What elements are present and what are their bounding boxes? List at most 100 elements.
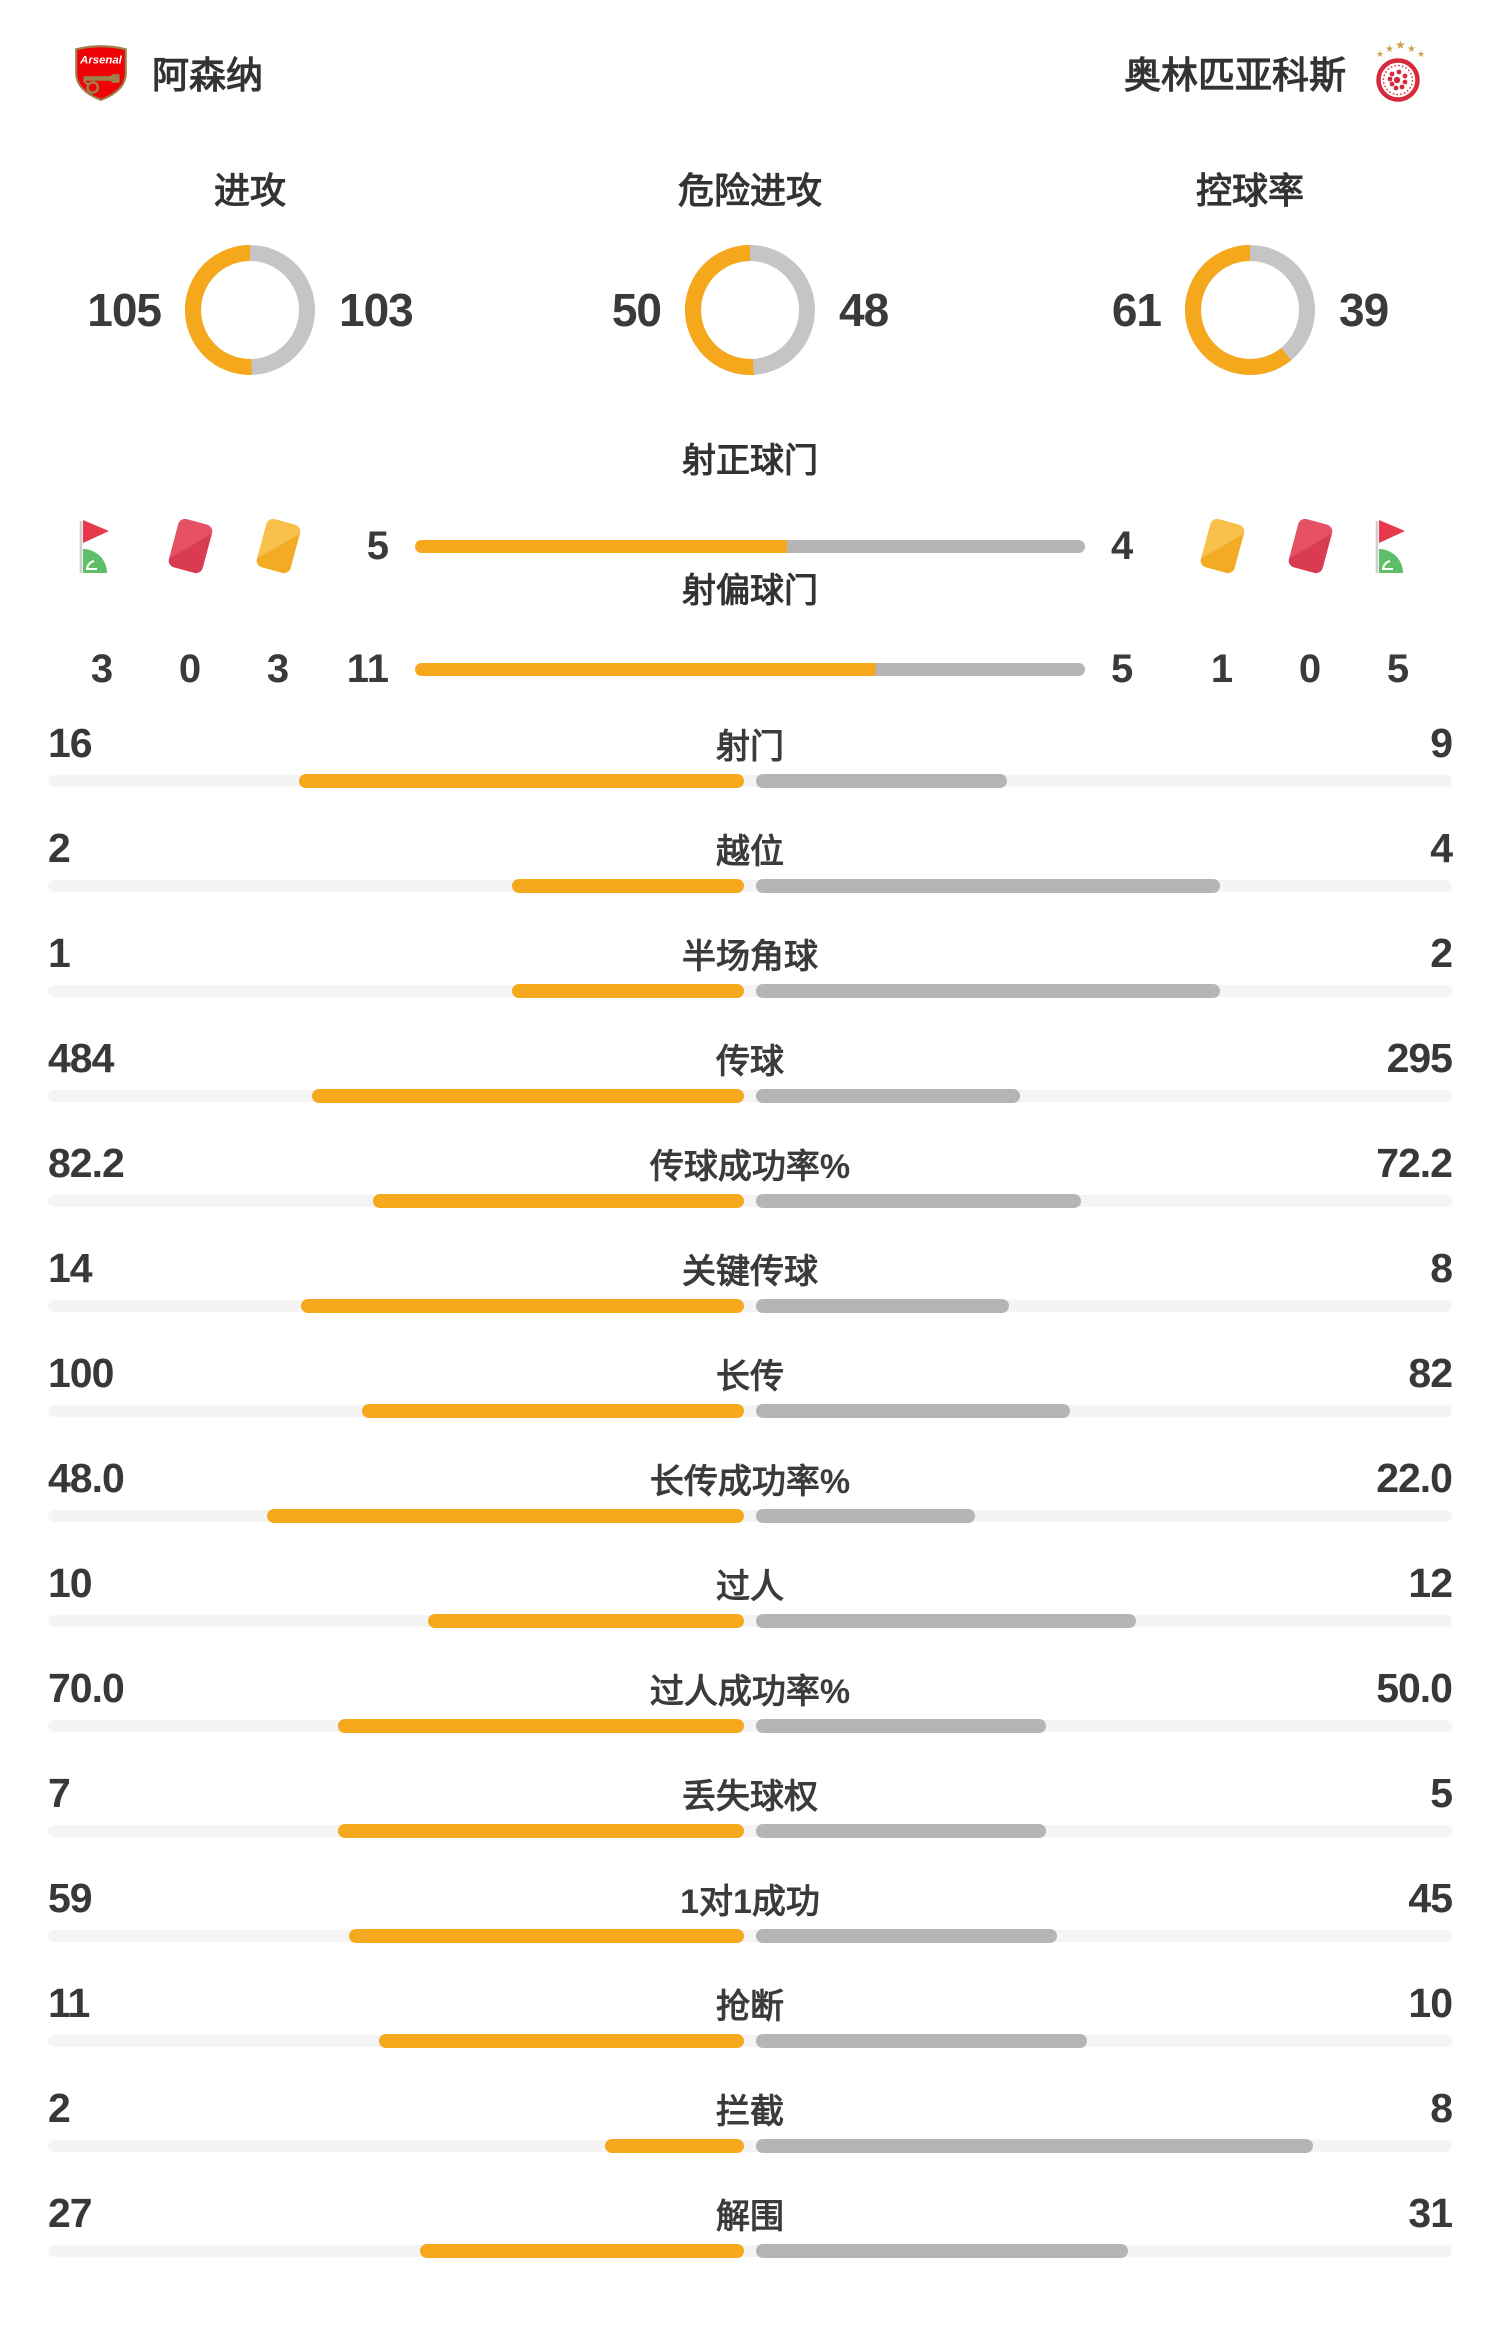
shots-on-target-away-value: 4 <box>1111 523 1134 568</box>
stat-row: 27 解围 31 <box>48 2184 1453 2289</box>
stat-home-bar <box>379 2034 744 2049</box>
donut-title: 危险进攻 <box>677 170 822 211</box>
stat-home-value: 1 <box>48 929 71 976</box>
svg-text:★: ★ <box>1385 44 1394 55</box>
shots-off-target-home-value: 11 <box>346 646 389 691</box>
stat-row: 14 关键传球 8 <box>48 1239 1453 1344</box>
stat-home-value: 100 <box>48 1349 114 1396</box>
away-red-cards-count: 0 <box>1298 646 1322 691</box>
stat-away-bar <box>756 1404 1070 1419</box>
donut-ring <box>1185 245 1315 376</box>
stat-away-value: 2 <box>1430 929 1453 976</box>
stat-row: 484 传球 295 <box>48 1029 1453 1134</box>
shots-off-target-title: 射偏球门 <box>682 572 818 611</box>
home-red-cards-count: 0 <box>178 646 202 691</box>
donut-ring <box>185 245 315 376</box>
stat-away-value: 9 <box>1430 719 1453 766</box>
stat-away-bar <box>756 1089 1020 1104</box>
away-discipline-counts: 1 0 5 <box>1178 641 1442 697</box>
stat-label: 长传 <box>716 1357 784 1396</box>
corner-flag-icon <box>1354 515 1442 577</box>
home-yellow-cards-count: 3 <box>266 646 290 691</box>
stat-label: 关键传球 <box>682 1252 818 1291</box>
stat-label: 抢断 <box>716 1987 784 2026</box>
stat-home-bar <box>420 2244 744 2259</box>
away-team-name: 奥林匹亚科斯 <box>1124 55 1346 96</box>
red-card-icon <box>146 515 234 577</box>
stat-away-value: 8 <box>1430 1244 1453 1291</box>
stat-away-value: 4 <box>1430 824 1453 871</box>
donut-chart: 控球率 61 39 <box>1000 170 1500 376</box>
stat-home-value: 11 <box>48 1979 90 2026</box>
stat-home-bar <box>299 774 744 789</box>
stat-label: 传球 <box>716 1042 784 1081</box>
shots-off-target-away-value: 5 <box>1111 646 1134 691</box>
stat-home-value: 59 <box>48 1874 93 1921</box>
svg-text:★: ★ <box>1407 44 1416 55</box>
donut-title: 控球率 <box>1195 170 1304 211</box>
donut-away-value: 39 <box>1339 284 1389 337</box>
donut-charts-section: 进攻 105 103 危险进攻 50 48 控球率 <box>0 170 1500 376</box>
away-team-header[interactable]: 奥林匹亚科斯 ★ ★ ★ ★ ★ <box>1124 41 1430 103</box>
home-corners-count: 3 <box>90 646 114 691</box>
olympiacos-crest-logo: ★ ★ ★ ★ ★ <box>1376 41 1425 102</box>
stat-row: 7 丢失球权 5 <box>48 1764 1453 1869</box>
shots-off-target-row: 11 5 <box>0 641 1500 697</box>
stat-home-bar <box>349 1929 744 1944</box>
stat-label: 拦截 <box>716 2092 784 2131</box>
away-yellow-cards-count: 1 <box>1210 646 1234 691</box>
donut-home-value: 61 <box>1111 284 1162 337</box>
stat-label: 长传成功率% <box>649 1462 851 1501</box>
stat-away-value: 22.0 <box>1376 1454 1453 1501</box>
home-team-header[interactable]: Arsenal 阿森纳 <box>70 42 263 102</box>
shots-off-target-bar <box>415 662 1085 676</box>
donut-away-value: 48 <box>839 284 889 337</box>
stat-row: 10 过人 12 <box>48 1554 1453 1659</box>
away-discipline-icons <box>1178 515 1442 577</box>
donut-away-value: 103 <box>339 284 414 337</box>
stat-home-value: 14 <box>48 1244 93 1291</box>
red-card-icon <box>1266 515 1354 577</box>
donut-home-value: 50 <box>611 284 662 337</box>
corner-flag-icon <box>58 515 146 577</box>
yellow-card-icon <box>234 515 322 577</box>
stat-row: 11 抢断 10 <box>48 1974 1453 2079</box>
stat-home-value: 10 <box>48 1559 93 1606</box>
stat-label: 解围 <box>716 2197 784 2236</box>
stat-away-bar <box>756 984 1220 999</box>
donut-ring <box>685 245 815 376</box>
stats-list: 16 射门 9 2 越位 4 1 半场角球 <box>0 714 1500 2289</box>
stat-away-value: 45 <box>1408 1874 1453 1921</box>
stat-row: 100 长传 82 <box>48 1344 1453 1449</box>
stat-home-bar <box>605 2139 744 2154</box>
stat-away-bar <box>756 1509 975 1524</box>
stat-away-value: 295 <box>1386 1034 1453 1081</box>
shots-on-target-bar <box>415 539 1085 553</box>
stat-away-bar <box>756 2244 1128 2259</box>
stat-home-value: 484 <box>48 1034 114 1081</box>
donut-chart: 进攻 105 103 <box>0 170 500 376</box>
stat-row: 2 越位 4 <box>48 819 1453 924</box>
stat-home-value: 27 <box>48 2189 93 2236</box>
stat-away-bar <box>756 1929 1057 1944</box>
shots-section: 射正球门 5 4 射偏球门 11 5 <box>0 431 1500 697</box>
stat-away-bar <box>756 1719 1046 1734</box>
stat-away-bar <box>756 1614 1136 1629</box>
home-discipline-counts: 3 0 3 <box>58 641 322 697</box>
stat-home-bar <box>512 879 744 894</box>
stat-away-value: 8 <box>1430 2084 1453 2131</box>
stat-away-value: 31 <box>1408 2189 1453 2236</box>
stat-home-value: 82.2 <box>48 1139 125 1186</box>
stat-away-bar <box>756 1299 1009 1314</box>
stat-row: 16 射门 9 <box>48 714 1453 819</box>
stat-label: 半场角球 <box>682 937 818 976</box>
stat-away-value: 10 <box>1408 1979 1453 2026</box>
stat-home-bar <box>301 1299 744 1314</box>
stat-away-value: 82 <box>1408 1349 1453 1396</box>
stat-home-bar <box>338 1824 744 1839</box>
donut-home-value: 105 <box>87 284 162 337</box>
stat-home-value: 7 <box>48 1769 71 1816</box>
donut-chart: 危险进攻 50 48 <box>500 170 1000 376</box>
stat-home-value: 48.0 <box>48 1454 125 1501</box>
